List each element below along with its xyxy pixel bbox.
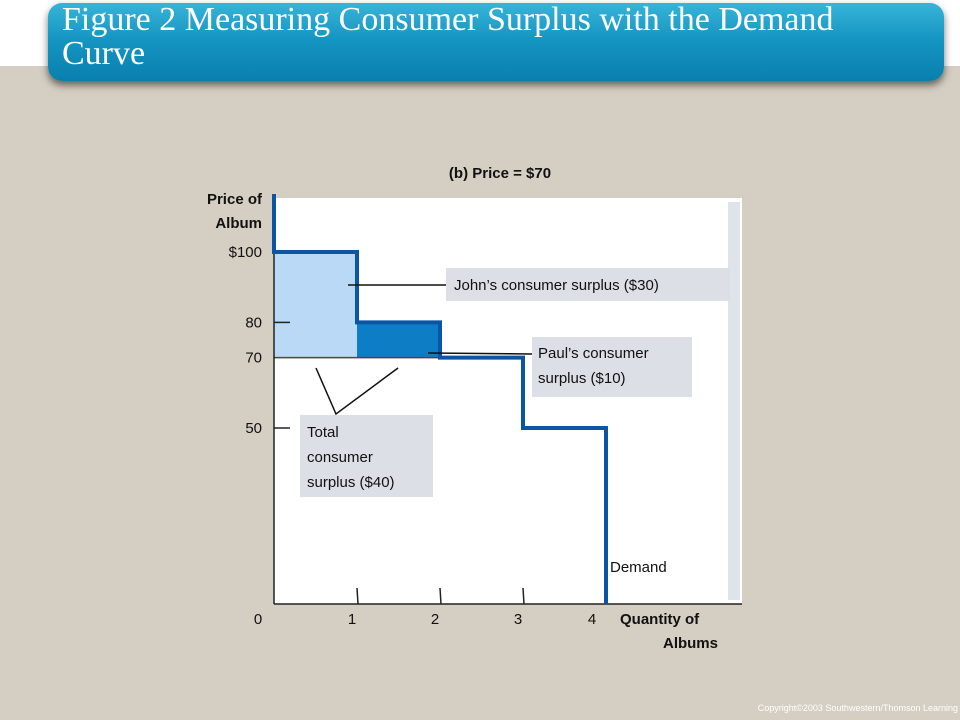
total-surplus-label-line2: consumer — [307, 449, 373, 466]
x-axis-label-line2: Albums — [663, 635, 718, 652]
paul-leader-line — [427, 352, 533, 355]
x-tick-label: 3 — [514, 611, 522, 628]
y-tick-label: 50 — [245, 420, 262, 437]
total-leader-lines — [315, 367, 399, 416]
y-axis-label-line1: Price of — [207, 191, 263, 208]
x-axis-label-line1: Quantity of — [620, 611, 700, 628]
copyright-notice: Copyright©2003 Southwestern/Thomson Lear… — [757, 703, 958, 713]
paul-surplus-label-line1: Paul’s consumer — [538, 345, 649, 362]
x-axis-ticks: 0 1 2 3 4 — [254, 587, 596, 628]
y-tick-label: 70 — [245, 350, 262, 367]
x-tick-label: 1 — [348, 611, 356, 628]
y-axis-label-line2: Album — [215, 215, 262, 232]
x-tick-label: 2 — [431, 611, 439, 628]
plot-right-edge — [728, 202, 740, 600]
slide-title: Figure 2 Measuring Consumer Surplus with… — [62, 1, 834, 72]
title-bar — [48, 3, 944, 81]
demand-label: Demand — [610, 559, 667, 576]
x-tick-mark — [522, 587, 525, 605]
x-tick-label: 0 — [254, 611, 262, 628]
demand-curve — [272, 194, 608, 604]
y-axis-ticks: $100 80 70 50 — [229, 244, 290, 437]
chart-title: (b) Price = $70 — [449, 165, 551, 182]
total-surplus-label-line1: Total — [307, 424, 339, 441]
paul-surplus-area — [357, 322, 440, 358]
paul-surplus-label-line2: surplus ($10) — [538, 370, 626, 387]
y-tick-label: 80 — [245, 314, 262, 331]
total-label-box — [300, 415, 433, 497]
total-surplus-label-line3: surplus ($40) — [307, 474, 395, 491]
y-tick-label: $100 — [229, 244, 262, 261]
paul-label-box — [532, 337, 692, 397]
x-tick-mark — [439, 587, 442, 605]
john-label-box — [446, 268, 730, 301]
john-surplus-area — [274, 252, 357, 358]
x-tick-mark — [356, 587, 359, 605]
john-surplus-label: John’s consumer surplus ($30) — [454, 277, 659, 294]
x-tick-label: 4 — [588, 611, 596, 628]
